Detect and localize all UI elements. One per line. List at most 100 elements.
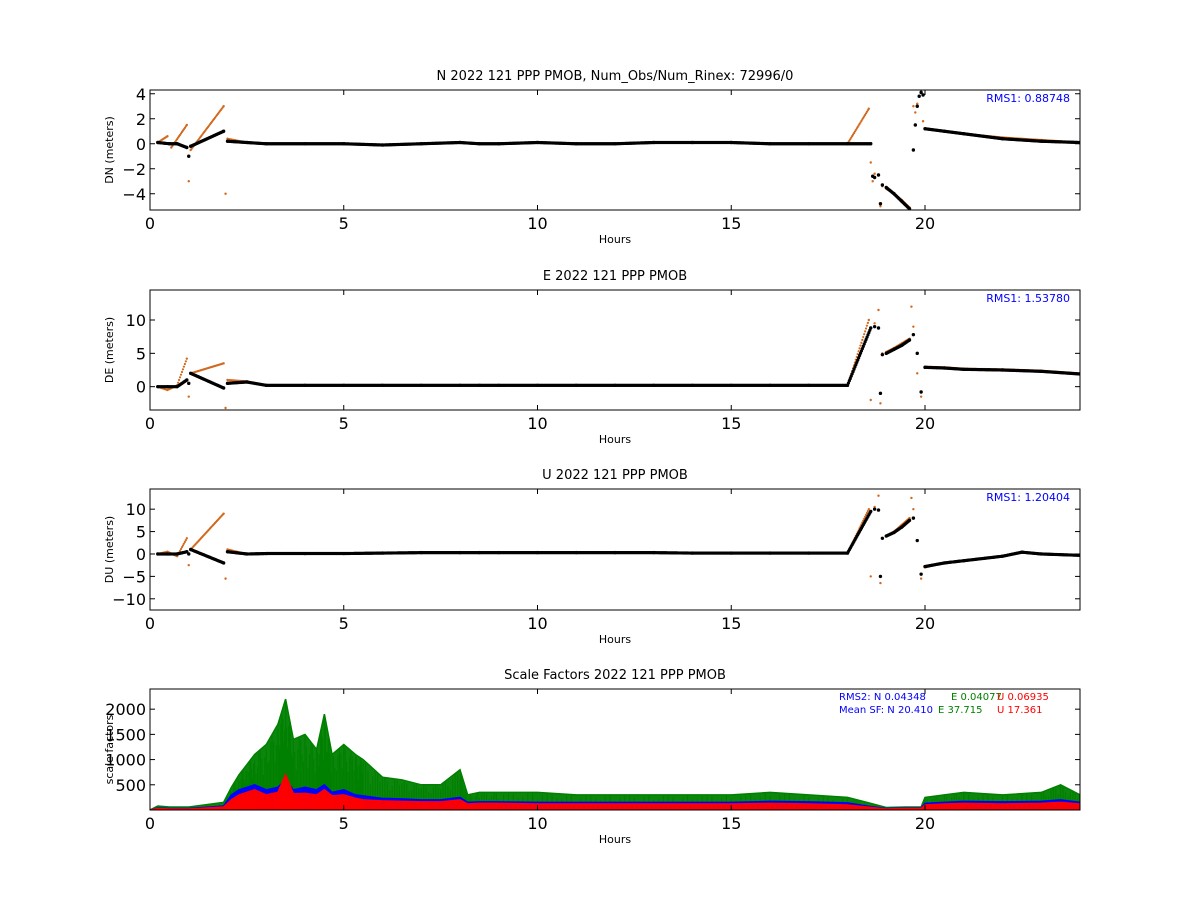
raw-point bbox=[866, 321, 869, 324]
x-tick-label: 20 bbox=[915, 414, 935, 433]
filtered-point bbox=[915, 104, 919, 108]
x-tick-label: 10 bbox=[527, 414, 547, 433]
filtered-point bbox=[187, 381, 191, 386]
raw-point bbox=[858, 347, 861, 350]
raw-point bbox=[866, 509, 869, 513]
panel-title: E 2022 121 PPP PMOB bbox=[543, 269, 687, 284]
raw-point bbox=[222, 105, 225, 108]
rms1-annotation: RMS1: 0.88748 bbox=[986, 92, 1070, 105]
filtered-point bbox=[911, 332, 916, 337]
raw-point bbox=[865, 511, 869, 515]
raw-point bbox=[175, 555, 179, 558]
filtered-point bbox=[880, 183, 885, 187]
raw-point bbox=[910, 305, 913, 308]
filtered-point bbox=[919, 390, 923, 394]
raw-point bbox=[181, 368, 185, 371]
filtered-point bbox=[917, 94, 921, 98]
raw-point bbox=[919, 577, 923, 580]
y-tick-label: 4 bbox=[136, 85, 146, 104]
raw-point bbox=[183, 540, 186, 543]
filtered-point bbox=[869, 326, 873, 330]
raw-point bbox=[184, 538, 187, 542]
y-tick-label: 10 bbox=[126, 311, 146, 330]
raw-point bbox=[879, 581, 882, 585]
filtered-point bbox=[911, 148, 916, 152]
x-tick-label: 0 bbox=[145, 214, 155, 233]
raw-point bbox=[879, 402, 882, 405]
filtered-point bbox=[221, 386, 226, 390]
raw-point bbox=[869, 575, 872, 578]
raw-point bbox=[185, 123, 189, 127]
raw-point bbox=[178, 549, 182, 552]
filtered-point bbox=[919, 90, 923, 95]
raw-point bbox=[182, 365, 186, 368]
raw-point bbox=[178, 376, 182, 379]
x-tick-label: 0 bbox=[145, 414, 155, 433]
filtered-point bbox=[185, 145, 189, 150]
filtered-point bbox=[872, 324, 877, 329]
raw-point bbox=[873, 505, 876, 509]
raw-point bbox=[877, 308, 880, 312]
plot-area bbox=[156, 494, 1080, 585]
raw-point bbox=[222, 362, 225, 365]
filtered-point bbox=[915, 351, 919, 356]
x-axis-label: Hours bbox=[599, 433, 631, 446]
x-tick-label: 15 bbox=[721, 414, 741, 433]
raw-point bbox=[861, 338, 864, 341]
raw-point bbox=[177, 378, 181, 382]
filtered-point bbox=[907, 338, 912, 342]
raw-point bbox=[187, 563, 190, 567]
filtered-point bbox=[869, 142, 873, 146]
raw-point bbox=[187, 180, 190, 183]
raw-point bbox=[183, 362, 186, 366]
raw-point bbox=[179, 373, 183, 376]
raw-point bbox=[921, 120, 925, 123]
filtered-point bbox=[876, 173, 881, 177]
x-tick-label: 15 bbox=[721, 214, 741, 233]
filtered-point bbox=[187, 552, 191, 556]
y-tick-label: −2 bbox=[122, 160, 146, 179]
axes-frame bbox=[149, 289, 1081, 411]
raw-point bbox=[867, 507, 871, 511]
raw-point bbox=[184, 360, 187, 363]
raw-point bbox=[224, 577, 227, 580]
raw-point bbox=[860, 341, 863, 344]
raw-point bbox=[910, 496, 913, 500]
filtered-point bbox=[907, 207, 912, 210]
raw-point bbox=[180, 370, 184, 374]
rms1-annotation: RMS1: 1.53780 bbox=[986, 292, 1070, 305]
raw-point bbox=[856, 352, 859, 356]
raw-point bbox=[916, 102, 919, 105]
filtered-point bbox=[921, 93, 925, 97]
filtered-point bbox=[185, 378, 189, 382]
raw-point bbox=[224, 192, 227, 195]
x-tick-label: 20 bbox=[915, 214, 935, 233]
raw-point bbox=[864, 327, 868, 330]
x-axis-label: Hours bbox=[599, 233, 631, 246]
filtered-point bbox=[878, 391, 883, 396]
raw-point bbox=[185, 537, 189, 540]
raw-point bbox=[869, 398, 872, 402]
plot-area bbox=[156, 305, 1080, 410]
y-tick-label: 0 bbox=[136, 378, 146, 397]
plot-area bbox=[156, 90, 1080, 210]
x-tick-label: 5 bbox=[339, 414, 349, 433]
raw-point bbox=[864, 513, 868, 516]
raw-point bbox=[182, 542, 186, 545]
raw-point bbox=[914, 111, 917, 114]
raw-point bbox=[867, 318, 871, 322]
raw-point bbox=[916, 372, 919, 375]
filtered-point bbox=[221, 129, 226, 133]
raw-point bbox=[912, 325, 915, 328]
raw-point bbox=[180, 546, 184, 549]
y-tick-label: −4 bbox=[122, 185, 146, 204]
raw-point bbox=[871, 180, 874, 183]
raw-point bbox=[919, 395, 923, 398]
raw-point bbox=[912, 507, 915, 511]
raw-point bbox=[181, 544, 185, 547]
y-tick-label: 5 bbox=[136, 344, 146, 363]
panel-title: N 2022 121 PPP PMOB, Num_Obs/Num_Rinex: … bbox=[437, 69, 794, 84]
